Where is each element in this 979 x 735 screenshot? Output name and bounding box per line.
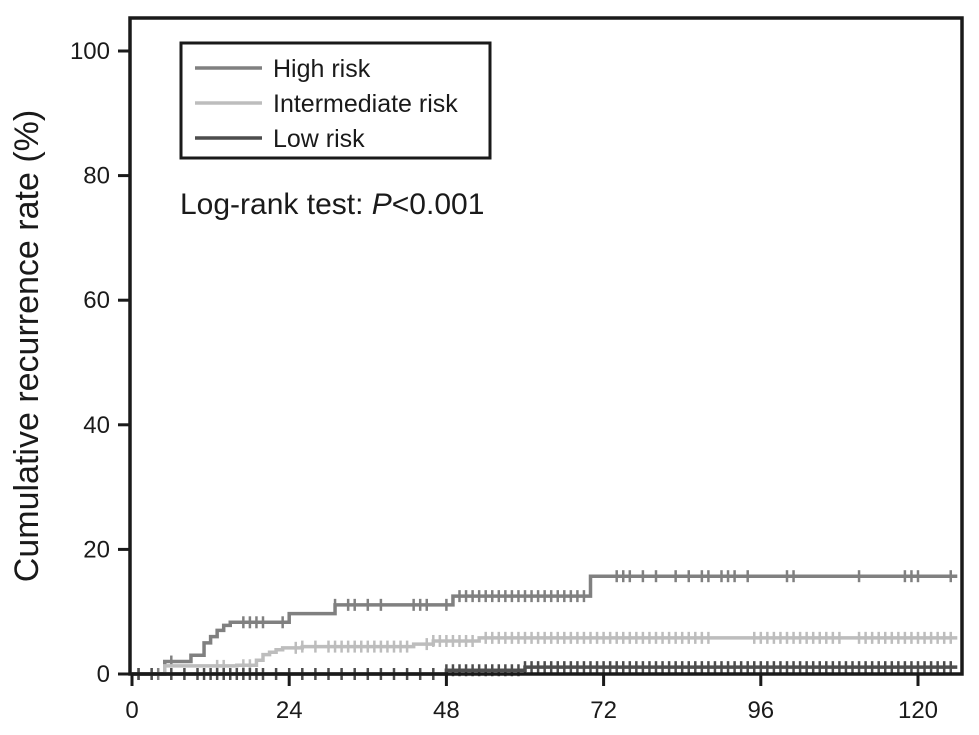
x-tick-label-96: 96 xyxy=(747,697,774,724)
x-tick-label-24: 24 xyxy=(276,697,303,724)
plot-frame xyxy=(128,16,964,676)
log-rank-annotation: Log-rank test: P<0.001 xyxy=(180,188,484,221)
y-tick-label-20: 20 xyxy=(83,536,110,563)
axis-layer: 0 20 40 60 80 100 0 24 48 72 96 120 xyxy=(70,38,938,724)
annotation-suffix: <0.001 xyxy=(392,188,485,221)
x-tick-label-0: 0 xyxy=(125,697,138,724)
legend: High risk Intermediate risk Low risk xyxy=(179,41,492,160)
x-tick-label-72: 72 xyxy=(590,697,617,724)
legend-label-high-risk: High risk xyxy=(273,55,371,83)
x-tick-label-120: 120 xyxy=(898,697,938,724)
annotation-p: P xyxy=(372,188,392,221)
legend-label-intermediate-risk: Intermediate risk xyxy=(273,90,458,118)
y-tick-label-40: 40 xyxy=(83,412,110,439)
y-axis-title: Cumulative recurrence rate (%) xyxy=(8,110,46,582)
annotation-prefix: Log-rank test: xyxy=(180,188,372,221)
y-tick-label-60: 60 xyxy=(83,287,110,314)
x-tick-label-48: 48 xyxy=(433,697,460,724)
series-layer xyxy=(132,570,958,680)
y-tick-label-80: 80 xyxy=(83,163,110,190)
y-tick-label-0: 0 xyxy=(97,661,110,688)
curve-high-risk xyxy=(132,574,958,676)
y-tick-label-100: 100 xyxy=(70,38,110,65)
legend-label-low-risk: Low risk xyxy=(273,125,365,153)
